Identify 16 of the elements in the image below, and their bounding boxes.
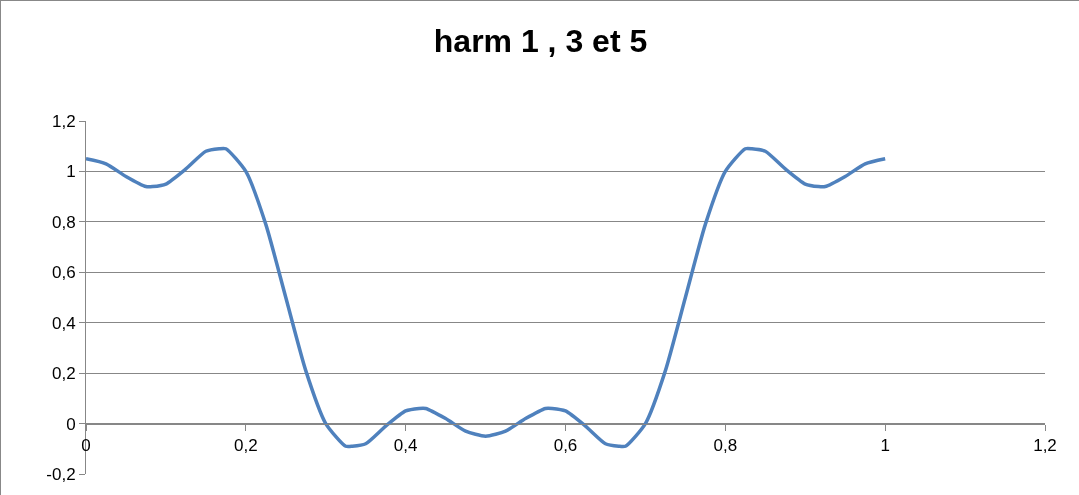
x-tick-label: 0,6 [553, 435, 578, 455]
y-tick-label: 0 [66, 414, 76, 434]
x-tick-label: 0,2 [234, 435, 258, 455]
y-tick-label: 0,4 [51, 313, 76, 333]
x-tick-label: 0,4 [393, 435, 418, 455]
x-tick-label: 0 [81, 435, 91, 455]
y-tick-label: 1,2 [51, 111, 76, 131]
chart-title: harm 1 , 3 et 5 [433, 22, 648, 59]
y-tick-label: 0,8 [51, 212, 76, 232]
y-tick-label: 0,2 [51, 364, 76, 384]
x-tick-label: 0,8 [713, 435, 738, 455]
y-tick-label: 0,6 [51, 263, 76, 283]
y-tick-label: 1 [66, 162, 76, 182]
x-tick-label: 1 [880, 435, 890, 455]
y-tick-label: -0,2 [46, 464, 76, 484]
x-tick-label: 1,2 [1033, 435, 1057, 455]
